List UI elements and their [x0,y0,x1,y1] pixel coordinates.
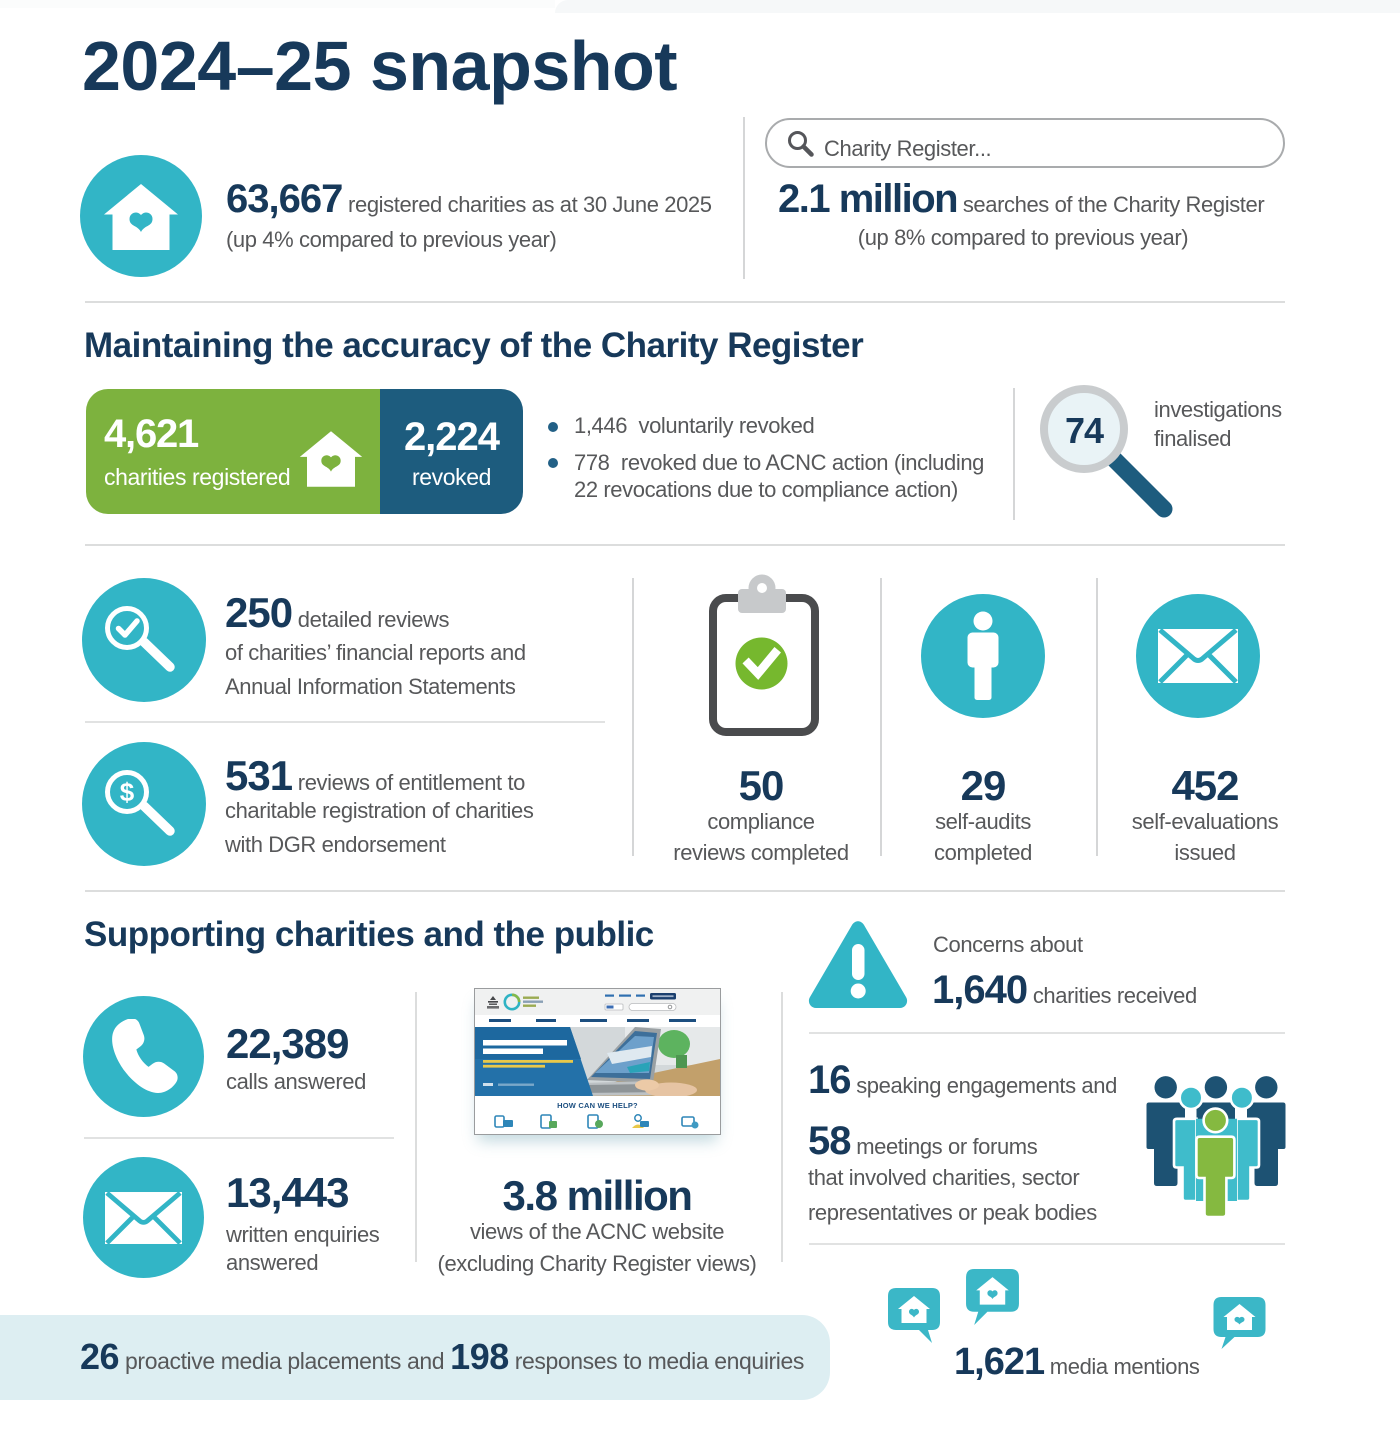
svg-text:$: $ [120,777,135,807]
